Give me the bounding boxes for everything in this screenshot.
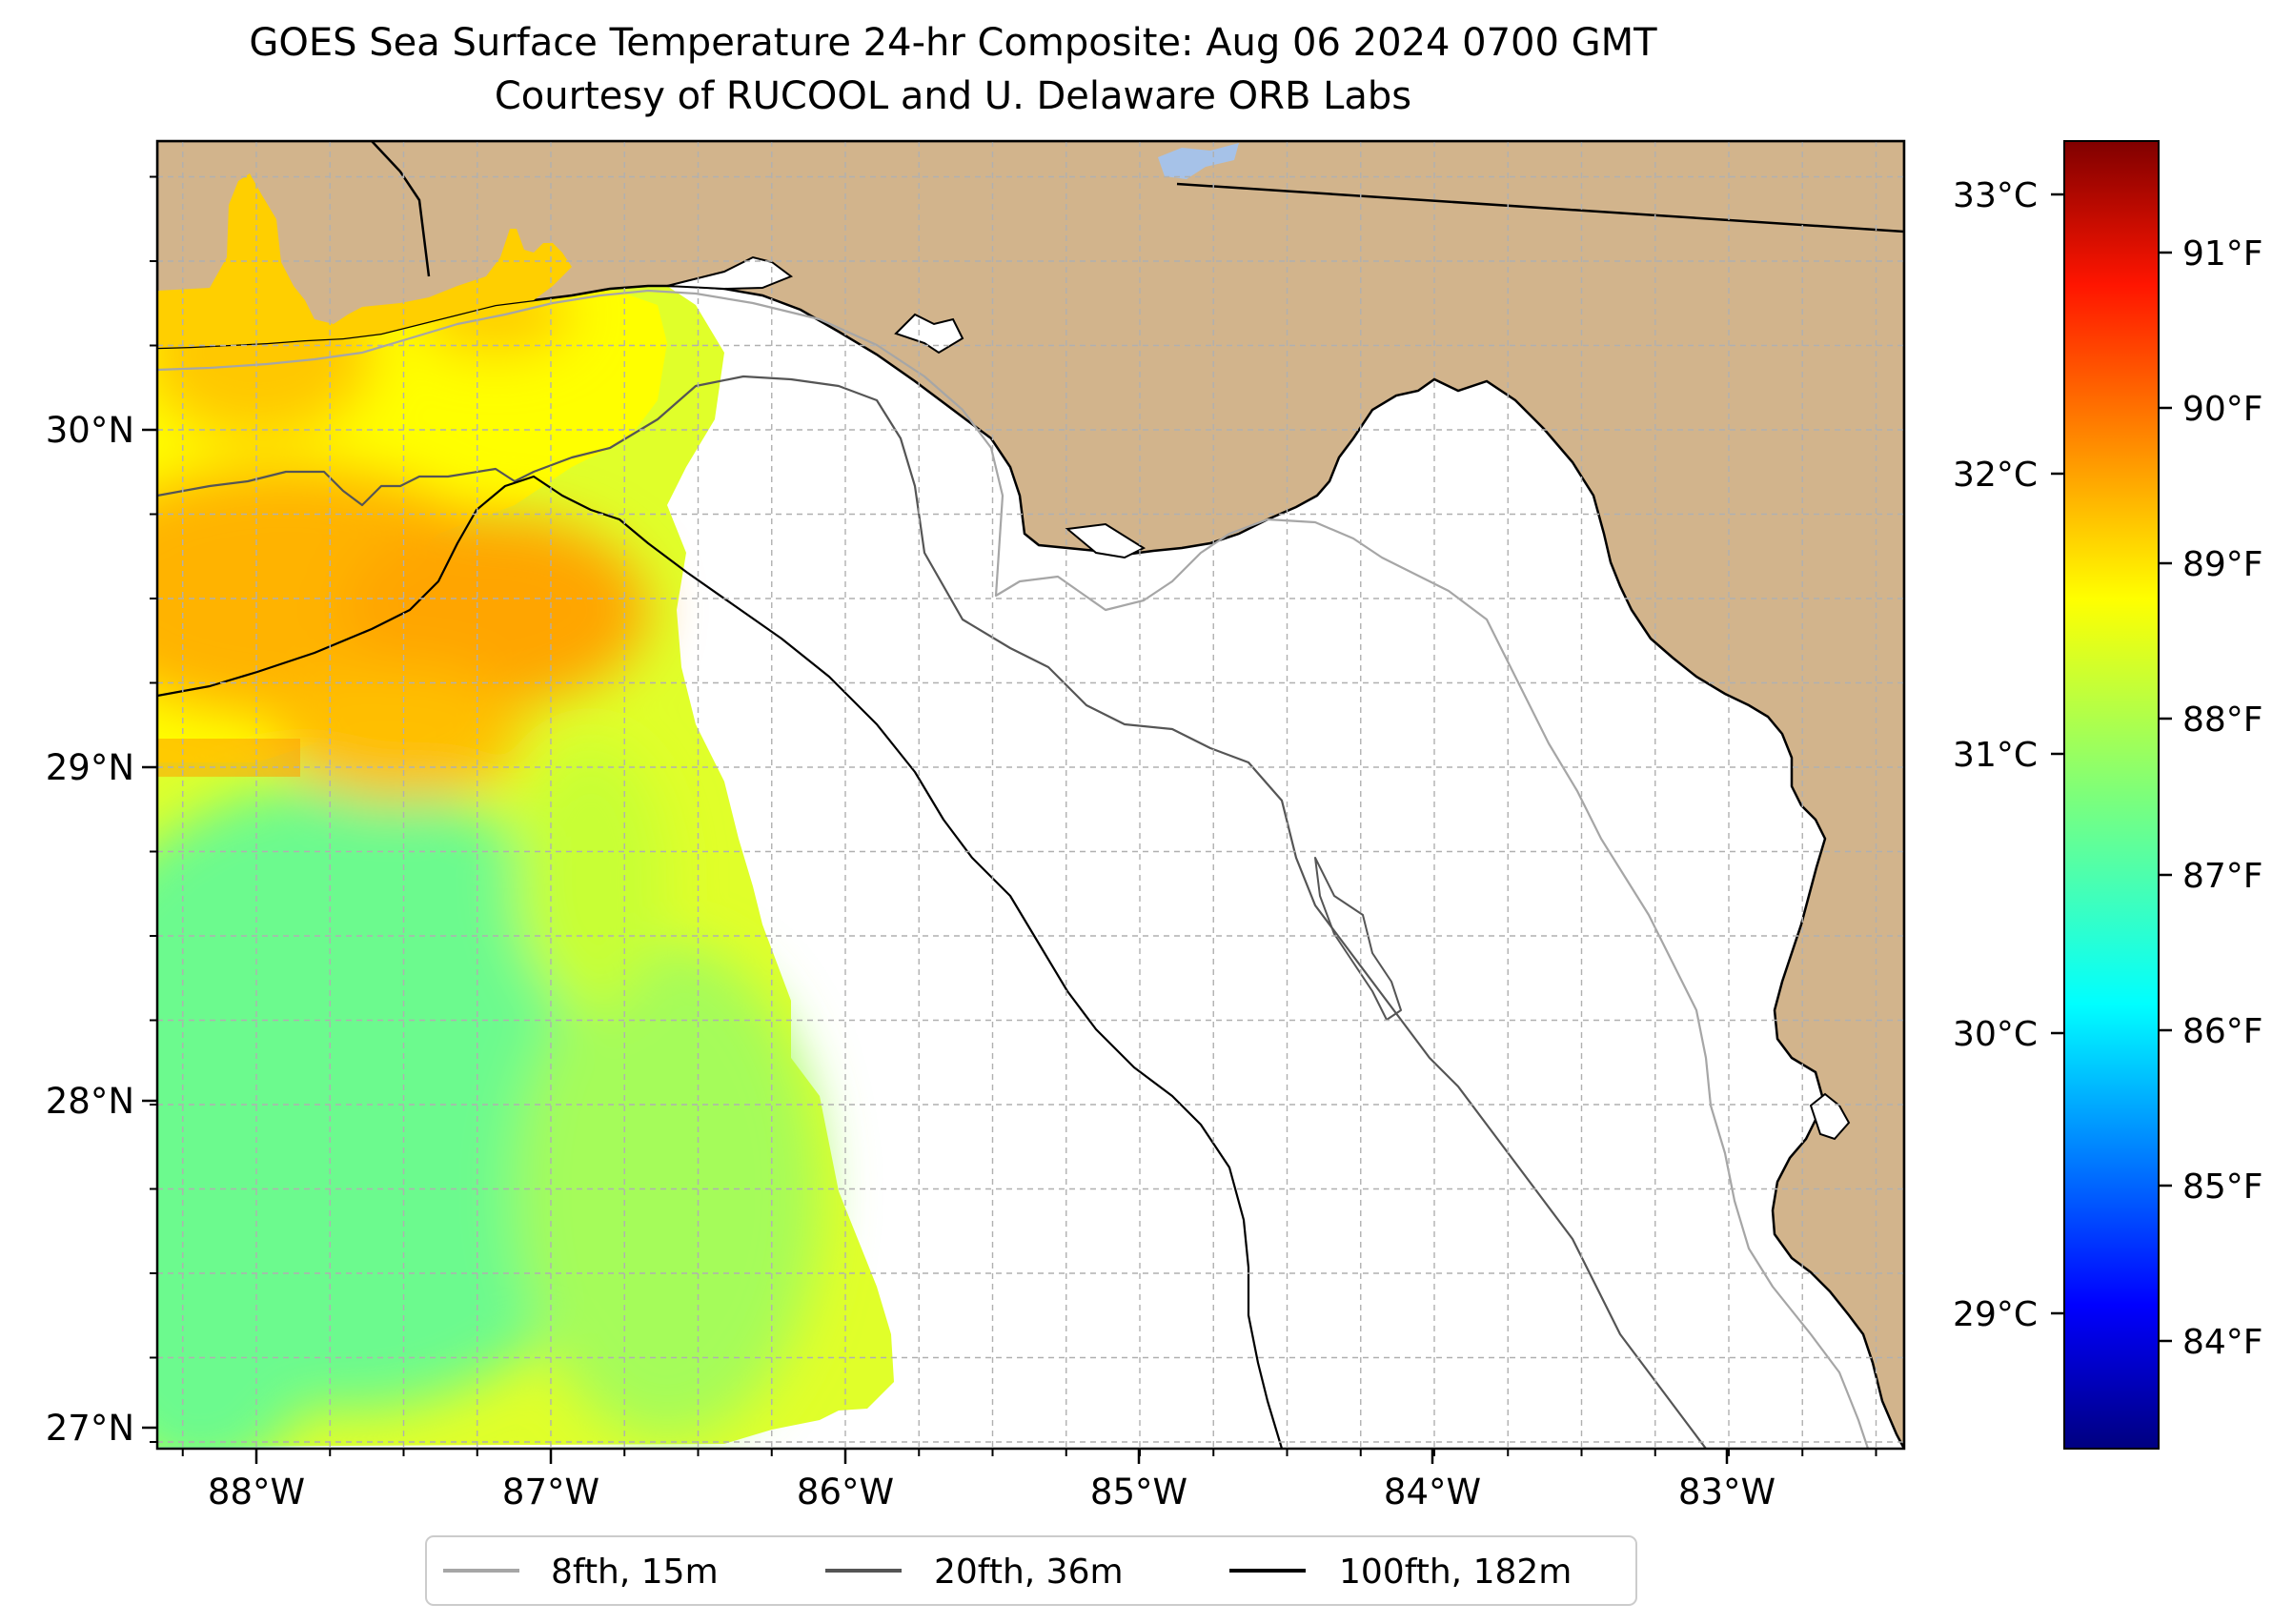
contour-legend: 8fth, 15m 20fth, 36m 100fth, 182m: [425, 1535, 1637, 1606]
fahrenheit-label: 84°F: [2182, 1323, 2263, 1362]
lon-label: 88°W: [208, 1472, 305, 1512]
legend-label: 8fth, 15m: [551, 1553, 719, 1592]
fahrenheit-label: 89°F: [2182, 545, 2263, 584]
figure-subtitle: Courtesy of RUCOOL and U. Delaware ORB L…: [494, 74, 1412, 118]
celsius-label: 29°C: [1953, 1295, 2038, 1334]
legend-label: 100fth, 182m: [1339, 1553, 1572, 1592]
map-area: [157, 141, 1904, 1449]
fahrenheit-label: 87°F: [2182, 857, 2263, 896]
legend-label: 20fth, 36m: [934, 1553, 1124, 1592]
lon-label: 86°W: [797, 1472, 894, 1512]
lat-label: 27°N: [46, 1408, 134, 1449]
fahrenheit-label: 85°F: [2182, 1167, 2263, 1207]
fahrenheit-label: 90°F: [2182, 390, 2263, 429]
figure-title: GOES Sea Surface Temperature 24-hr Compo…: [249, 21, 1657, 65]
map-axes: 88°W 87°W 86°W 85°W 84°W 83°W 30°N 29°N …: [46, 175, 1877, 1512]
celsius-label: 30°C: [1953, 1015, 2038, 1054]
map-frame: [155, 139, 1906, 1451]
tampa-bay: [1809, 1092, 1851, 1141]
state-border: [1176, 182, 1904, 233]
celsius-label: 31°C: [1953, 736, 2038, 775]
lon-label: 83°W: [1678, 1472, 1776, 1512]
fahrenheit-label: 91°F: [2182, 234, 2263, 274]
colorbar: 33°C 32°C 31°C 30°C 29°C 91°F 90°F 89°F …: [1953, 140, 2263, 1450]
celsius-label: 32°C: [1953, 456, 2038, 495]
contour-20fth-shoal: [1314, 857, 1402, 1021]
fahrenheit-label: 86°F: [2182, 1012, 2263, 1051]
bathymetry-contours: [157, 289, 1870, 1449]
contour-20fth: [157, 375, 1707, 1449]
sst-stripe: [157, 739, 300, 777]
lake: [1158, 143, 1239, 179]
state-border: [371, 141, 431, 277]
contour-100fth: [157, 475, 1284, 1449]
gridlines: [157, 141, 1904, 1449]
lat-label: 29°N: [46, 747, 134, 788]
lat-label: 28°N: [46, 1081, 134, 1122]
celsius-label: 33°C: [1953, 176, 2038, 215]
coastal-inlet: [1065, 522, 1146, 559]
coastal-bay-water: [157, 173, 572, 348]
legend-box: [425, 1535, 1637, 1606]
coastal-inlet: [894, 313, 964, 355]
lon-label: 87°W: [502, 1472, 599, 1512]
colorbar-gradient: [2063, 140, 2160, 1450]
fahrenheit-label: 88°F: [2182, 700, 2263, 740]
lon-label: 84°W: [1384, 1472, 1481, 1512]
contour-8fth: [157, 289, 1870, 1449]
lon-label: 85°W: [1090, 1472, 1187, 1512]
lat-label: 30°N: [46, 410, 134, 451]
